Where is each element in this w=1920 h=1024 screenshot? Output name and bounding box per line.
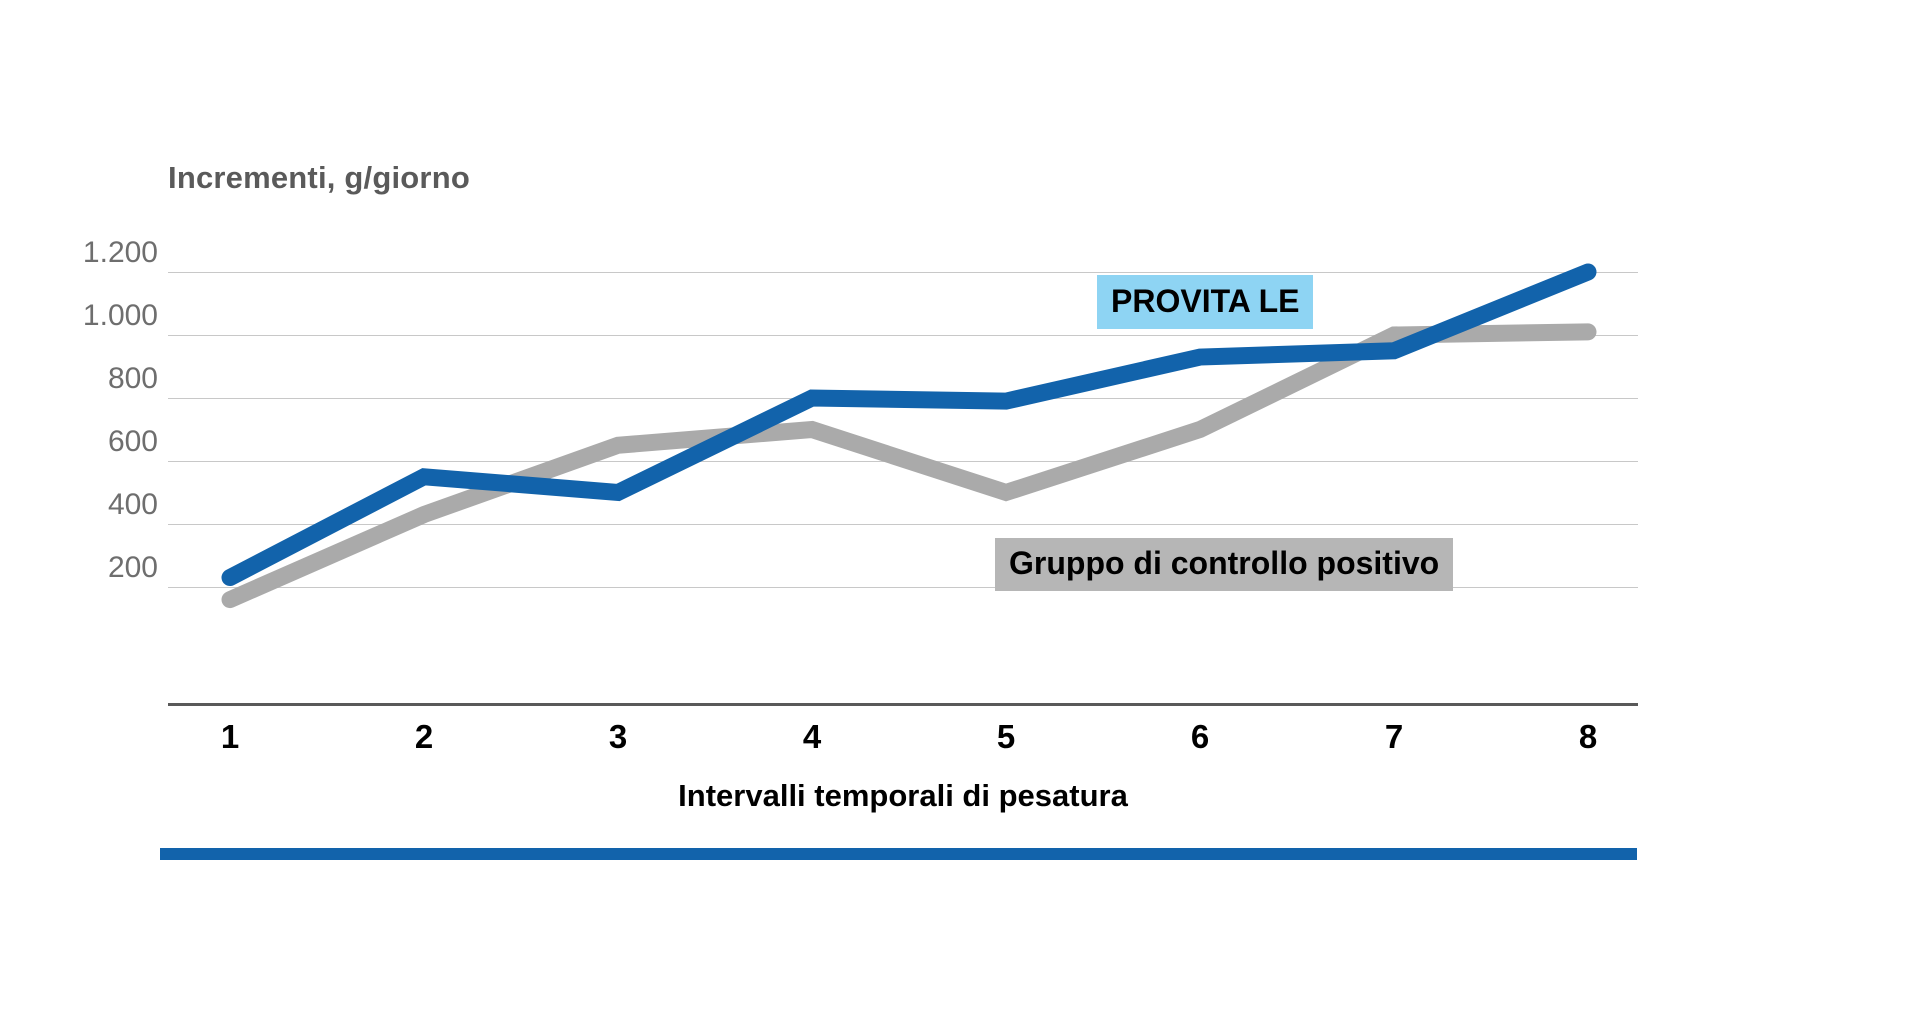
x-axis-tick-label: 7 <box>1384 718 1404 755</box>
x-axis-tick-labels: 1 2 3 4 5 6 7 8 <box>168 718 1638 766</box>
legend-label-controllo: Gruppo di controllo positivo <box>995 538 1454 591</box>
x-axis-tick-label: 4 <box>802 718 822 755</box>
x-axis-tick-label: 5 <box>996 718 1016 755</box>
y-axis-tick-label: 1.200 <box>82 236 158 269</box>
y-axis-tick-label: 1.000 <box>82 299 158 332</box>
plot-area: 1.200 1.000 800 600 400 200 <box>83 236 1638 658</box>
x-axis-tick-label: 6 <box>1190 718 1210 755</box>
x-axis-tick-label: 2 <box>414 718 434 755</box>
x-axis-title: Intervalli temporali di pesatura <box>678 778 1128 813</box>
y-axis-tick-label: 800 <box>107 362 158 395</box>
y-axis-tick-label: 600 <box>107 425 158 458</box>
series-line-provita <box>221 263 1597 587</box>
gridline <box>168 272 1638 273</box>
x-axis-tick-label: 1 <box>220 718 240 755</box>
gridline <box>168 587 1638 588</box>
x-axis-line <box>168 703 1638 706</box>
x-axis-tick-label: 8 <box>1578 718 1598 755</box>
y-axis-tick-label: 200 <box>107 551 158 584</box>
legend-label-provita: PROVITA LE <box>1097 275 1314 329</box>
x-axis-tick-label: 3 <box>608 718 628 755</box>
y-axis-title: Incrementi, g/giorno <box>168 160 470 195</box>
series-lines <box>221 263 1597 609</box>
bottom-accent-rule <box>160 848 1637 860</box>
gridline <box>168 335 1638 336</box>
gridline <box>168 524 1638 525</box>
y-axis-tick-label: 400 <box>107 488 158 521</box>
